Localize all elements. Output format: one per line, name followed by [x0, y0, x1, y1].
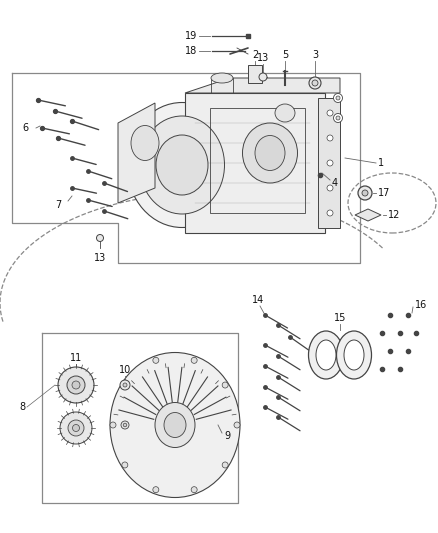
Circle shape	[153, 357, 159, 364]
Text: 12: 12	[388, 210, 400, 220]
Ellipse shape	[127, 102, 237, 228]
Text: 7: 7	[55, 200, 61, 210]
Circle shape	[327, 210, 333, 216]
Polygon shape	[185, 78, 340, 93]
Circle shape	[222, 382, 228, 388]
Text: 13: 13	[94, 253, 106, 263]
Ellipse shape	[344, 340, 364, 370]
Ellipse shape	[211, 73, 233, 83]
Circle shape	[123, 383, 127, 387]
Ellipse shape	[316, 340, 336, 370]
Circle shape	[327, 185, 333, 191]
Polygon shape	[118, 103, 155, 203]
Text: 9: 9	[224, 431, 230, 441]
Circle shape	[73, 424, 80, 432]
Circle shape	[96, 235, 103, 241]
Circle shape	[309, 77, 321, 89]
Ellipse shape	[243, 123, 297, 183]
Text: 19: 19	[185, 31, 197, 41]
Circle shape	[67, 376, 85, 394]
Text: 4: 4	[332, 178, 338, 188]
Text: 10: 10	[119, 365, 131, 375]
Circle shape	[327, 160, 333, 166]
Text: 16: 16	[415, 300, 427, 310]
Circle shape	[362, 190, 368, 196]
Bar	[318, 98, 340, 228]
Circle shape	[123, 423, 127, 427]
Ellipse shape	[308, 331, 343, 379]
Circle shape	[336, 96, 340, 100]
Polygon shape	[355, 209, 381, 221]
Circle shape	[60, 412, 92, 444]
Ellipse shape	[156, 135, 208, 195]
Circle shape	[121, 421, 129, 429]
Circle shape	[122, 382, 128, 388]
Ellipse shape	[255, 135, 285, 171]
Ellipse shape	[336, 331, 371, 379]
Text: 11: 11	[70, 353, 82, 363]
Text: 15: 15	[334, 313, 346, 323]
Ellipse shape	[275, 104, 295, 122]
Text: 6: 6	[22, 123, 28, 133]
Circle shape	[58, 367, 94, 403]
Text: 1: 1	[378, 158, 384, 168]
Circle shape	[234, 422, 240, 428]
Circle shape	[222, 462, 228, 468]
Circle shape	[336, 116, 340, 120]
Circle shape	[333, 114, 343, 123]
Ellipse shape	[164, 413, 186, 438]
Circle shape	[110, 422, 116, 428]
Circle shape	[327, 110, 333, 116]
Text: 8: 8	[19, 402, 25, 412]
Ellipse shape	[131, 125, 159, 160]
Circle shape	[327, 135, 333, 141]
Bar	[210, 108, 305, 213]
Circle shape	[191, 357, 197, 364]
Bar	[185, 93, 325, 233]
Text: 5: 5	[282, 50, 288, 60]
Circle shape	[358, 186, 372, 200]
Text: 13: 13	[257, 53, 269, 63]
Circle shape	[72, 381, 80, 389]
Text: 14: 14	[252, 295, 264, 305]
Circle shape	[153, 487, 159, 492]
Circle shape	[120, 380, 130, 390]
Circle shape	[122, 462, 128, 468]
Circle shape	[333, 93, 343, 102]
Text: 3: 3	[312, 50, 318, 60]
Circle shape	[312, 80, 318, 86]
Circle shape	[191, 487, 197, 492]
Text: 18: 18	[185, 46, 197, 56]
Bar	[248, 65, 262, 83]
Ellipse shape	[139, 116, 225, 214]
Ellipse shape	[110, 352, 240, 497]
Ellipse shape	[155, 402, 195, 448]
Circle shape	[259, 73, 267, 81]
Text: 17: 17	[378, 188, 390, 198]
Circle shape	[68, 420, 84, 436]
Text: 2: 2	[252, 50, 258, 60]
